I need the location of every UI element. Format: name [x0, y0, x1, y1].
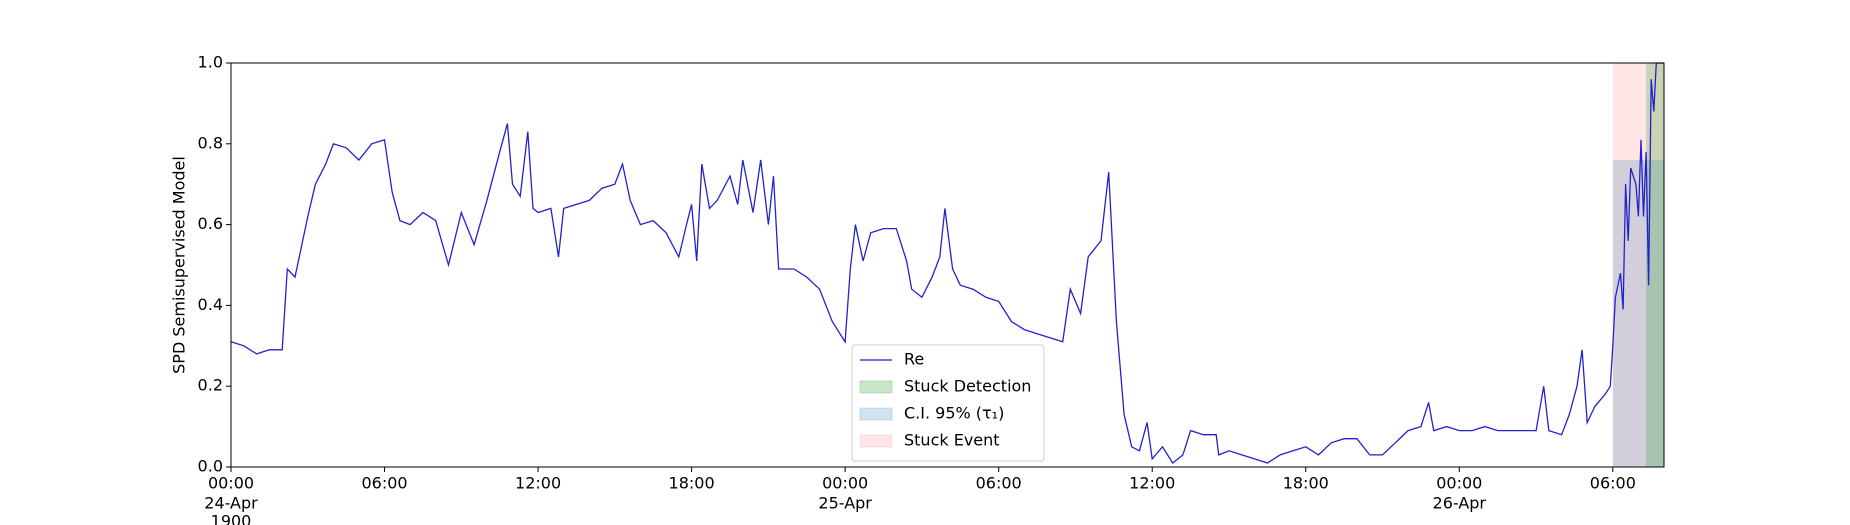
plot-frame — [230, 62, 1665, 468]
x-tick-label: 06:00 — [1590, 474, 1636, 493]
legend-label: Stuck Detection — [904, 377, 1031, 396]
legend-label: C.I. 95% (τ₁) — [904, 404, 1004, 423]
x-tick-label: 06:00 — [976, 474, 1022, 493]
x-tick-date: 26-Apr — [1433, 494, 1487, 513]
y-tick-label: 0.6 — [198, 214, 223, 233]
legend-label: Re — [904, 350, 924, 369]
span — [1612, 63, 1664, 467]
x-tick-label: 12:00 — [515, 474, 561, 493]
x-tick-label: 00:00 — [1436, 474, 1482, 493]
legend-swatch — [859, 407, 893, 421]
y-tick-label: 1.0 — [198, 53, 223, 72]
x-tick-year: 1900 — [211, 512, 252, 525]
x-tick-label: 00:00 — [208, 474, 254, 493]
x-tick-label: 12:00 — [1129, 474, 1175, 493]
y-tick-label: 0.0 — [198, 457, 223, 476]
y-axis-label: SPD Semisupervised Model — [170, 156, 189, 374]
legend-label: Stuck Event — [904, 431, 1000, 450]
y-tick-label: 0.8 — [198, 133, 223, 152]
line — [230, 62, 1664, 464]
legend-swatch — [859, 380, 893, 394]
x-tick-date: 24-Apr — [204, 494, 258, 513]
x-tick-label: 00:00 — [822, 474, 868, 493]
y-tick-label: 0.4 — [198, 295, 223, 314]
legend-swatch — [859, 434, 893, 448]
x-tick-label: 06:00 — [361, 474, 407, 493]
x-tick-date: 25-Apr — [818, 494, 872, 513]
y-tick-label: 0.2 — [198, 376, 223, 395]
x-tick-label: 18:00 — [669, 474, 715, 493]
legend-box — [851, 344, 1045, 462]
x-tick-label: 18:00 — [1283, 474, 1329, 493]
